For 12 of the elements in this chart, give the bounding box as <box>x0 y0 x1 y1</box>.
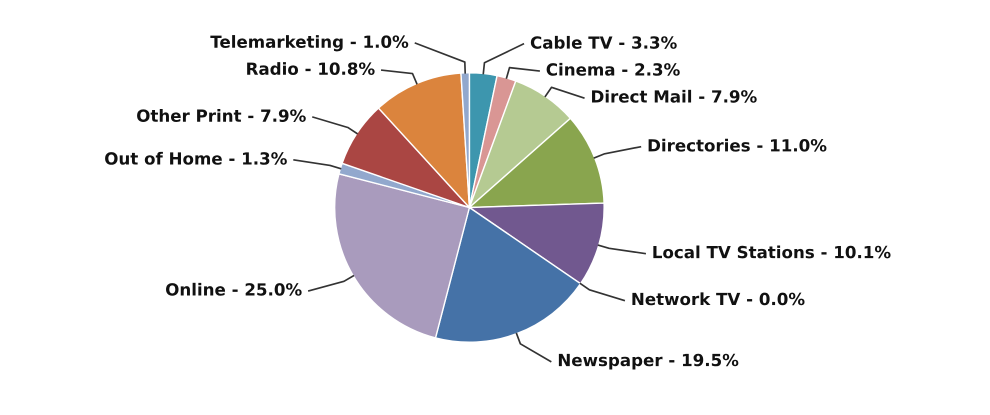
slice-label: Cable TV - 3.3% <box>530 36 677 49</box>
legend-label: Network TV - 0.0% <box>632 292 805 306</box>
slice-label: Newspaper - 19.5% <box>558 354 738 370</box>
slice-label: Cinema - 2.3% <box>546 62 680 76</box>
slice-label: Telemarketing - 1.0% <box>210 35 408 52</box>
slice-label: Radio - 10.8% <box>247 62 375 75</box>
slice-label: Out of Home - 1.3% <box>105 152 287 165</box>
slice-label: Directories - 11.0% <box>648 138 826 152</box>
slice-label: Local TV Stations - 10.1% <box>653 246 891 258</box>
slice-label: Direct Mail - 7.9% <box>592 90 757 103</box>
slice-label: Online - 25.0% <box>166 282 302 296</box>
slice-label: Other Print - 7.9% <box>137 109 306 122</box>
